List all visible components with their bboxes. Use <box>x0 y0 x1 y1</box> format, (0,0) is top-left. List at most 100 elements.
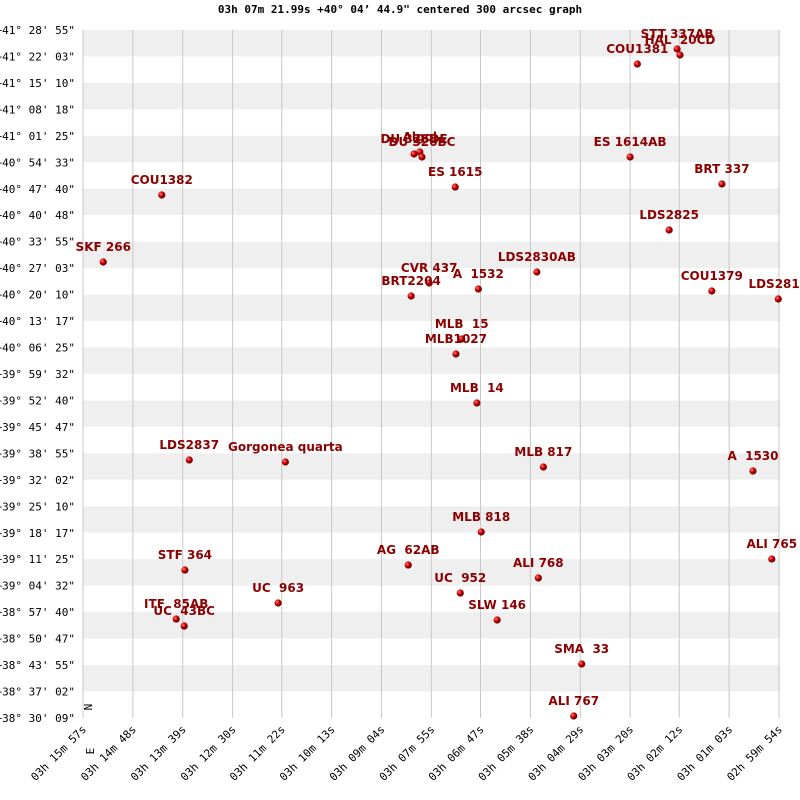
y-tick-label: +40° 33' 55" <box>0 236 75 249</box>
star-point <box>774 295 782 303</box>
star-point <box>451 183 459 191</box>
y-tick-label: +41° 01' 25" <box>0 130 75 143</box>
star-point <box>473 399 481 407</box>
star-label: COU1379 <box>681 269 743 283</box>
y-tick-label: +38° 37' 02" <box>0 686 75 699</box>
y-tick-label: +41° 08' 18" <box>0 103 75 116</box>
star-label: ALI 767 <box>548 694 599 708</box>
star-label: STT 337AB <box>641 27 714 41</box>
star-point <box>708 287 716 295</box>
star-label: ALI 765 <box>746 537 797 551</box>
star-point <box>404 561 412 569</box>
y-tick-label: +40° 40' 48" <box>0 209 75 222</box>
y-tick-label: +39° 11' 25" <box>0 553 75 566</box>
star-point <box>474 285 482 293</box>
star-point <box>534 574 542 582</box>
star-label: ALI 768 <box>513 556 564 570</box>
star-label: HAL 20CD <box>645 33 716 47</box>
star-point <box>181 566 189 574</box>
star-point <box>418 153 426 161</box>
y-tick-label: +39° 04' 32" <box>0 580 75 593</box>
star-label: UC 963 <box>252 581 304 595</box>
star-label: SMA 33 <box>554 642 609 656</box>
star-point <box>281 458 289 466</box>
star-label: LDS2825 <box>639 208 699 222</box>
star-label: MLB1027 <box>425 332 487 346</box>
star-label: Algol <box>403 130 437 144</box>
star-label: LDS2837 <box>159 438 219 452</box>
star-point <box>172 615 180 623</box>
star-label: SKF 266 <box>76 240 131 254</box>
y-tick-label: +39° 38' 55" <box>0 447 75 460</box>
y-tick-label: +41° 22' 03" <box>0 50 75 63</box>
star-label: MLB 818 <box>452 510 510 524</box>
star-point <box>570 712 578 720</box>
y-tick-label: +38° 50' 47" <box>0 633 75 646</box>
star-point <box>626 153 634 161</box>
y-tick-label: +38° 57' 40" <box>0 606 75 619</box>
y-tick-label: +39° 25' 10" <box>0 500 75 513</box>
compass-north: N <box>82 704 95 711</box>
star-point <box>185 456 193 464</box>
star-label: SLW 146 <box>468 598 526 612</box>
star-point <box>539 463 547 471</box>
star-point <box>768 555 776 563</box>
star-label: ITF 85AB <box>144 597 208 611</box>
star-label: ES 1614AB <box>594 135 667 149</box>
y-tick-label: +39° 45' 47" <box>0 421 75 434</box>
y-tick-label: +39° 59' 32" <box>0 368 75 381</box>
y-tick-label: +40° 20' 10" <box>0 289 75 302</box>
star-label: A 1530 <box>727 449 778 463</box>
star-label: BRT 337 <box>694 162 749 176</box>
star-point <box>493 616 501 624</box>
star-point <box>410 150 418 158</box>
star-label: CVR 437 <box>401 261 458 275</box>
star-point <box>477 528 485 536</box>
star-label: UC 952 <box>434 571 486 585</box>
y-tick-label: +38° 43' 55" <box>0 659 75 672</box>
star-label: LDS2817 <box>748 277 800 291</box>
star-point <box>99 258 107 266</box>
star-point <box>180 622 188 630</box>
y-tick-label: +39° 18' 17" <box>0 527 75 540</box>
star-label: LDS2830AB <box>498 250 576 264</box>
compass-east: E <box>84 748 97 755</box>
star-label: Gorgonea quarta <box>228 440 343 454</box>
star-point <box>274 599 282 607</box>
star-label: MLB 817 <box>514 445 572 459</box>
star-point <box>665 226 673 234</box>
star-point <box>673 45 681 53</box>
star-point <box>452 350 460 358</box>
y-tick-label: +39° 32' 02" <box>0 474 75 487</box>
y-tick-label: +40° 06' 25" <box>0 342 75 355</box>
star-point <box>533 268 541 276</box>
star-point <box>425 279 433 287</box>
star-point <box>633 60 641 68</box>
y-tick-label: +38° 30' 09" <box>0 712 75 725</box>
y-tick-label: +41° 28' 55" <box>0 24 75 37</box>
star-label: ES 1615 <box>428 165 482 179</box>
star-label: STF 364 <box>158 548 212 562</box>
star-point <box>578 660 586 668</box>
star-label: UC 43BC <box>153 604 215 618</box>
y-tick-label: +40° 13' 17" <box>0 315 75 328</box>
y-tick-label: +39° 52' 40" <box>0 394 75 407</box>
star-point <box>458 335 466 343</box>
star-point <box>749 467 757 475</box>
star-point <box>158 191 166 199</box>
y-tick-label: +41° 15' 10" <box>0 77 75 90</box>
star-point <box>407 292 415 300</box>
star-point <box>676 51 684 59</box>
star-label: MLB 14 <box>450 381 504 395</box>
star-label: A 1532 <box>453 267 504 281</box>
star-label: MLB 15 <box>435 317 489 331</box>
star-label: DU 326BC <box>389 135 456 149</box>
star-label: BRT2204 <box>381 274 440 288</box>
y-tick-label: +40° 47' 40" <box>0 183 75 196</box>
star-label: AG 62AB <box>377 543 440 557</box>
star-point <box>718 180 726 188</box>
y-tick-label: +40° 27' 03" <box>0 262 75 275</box>
star-label: COU1382 <box>131 173 193 187</box>
star-point <box>456 589 464 597</box>
